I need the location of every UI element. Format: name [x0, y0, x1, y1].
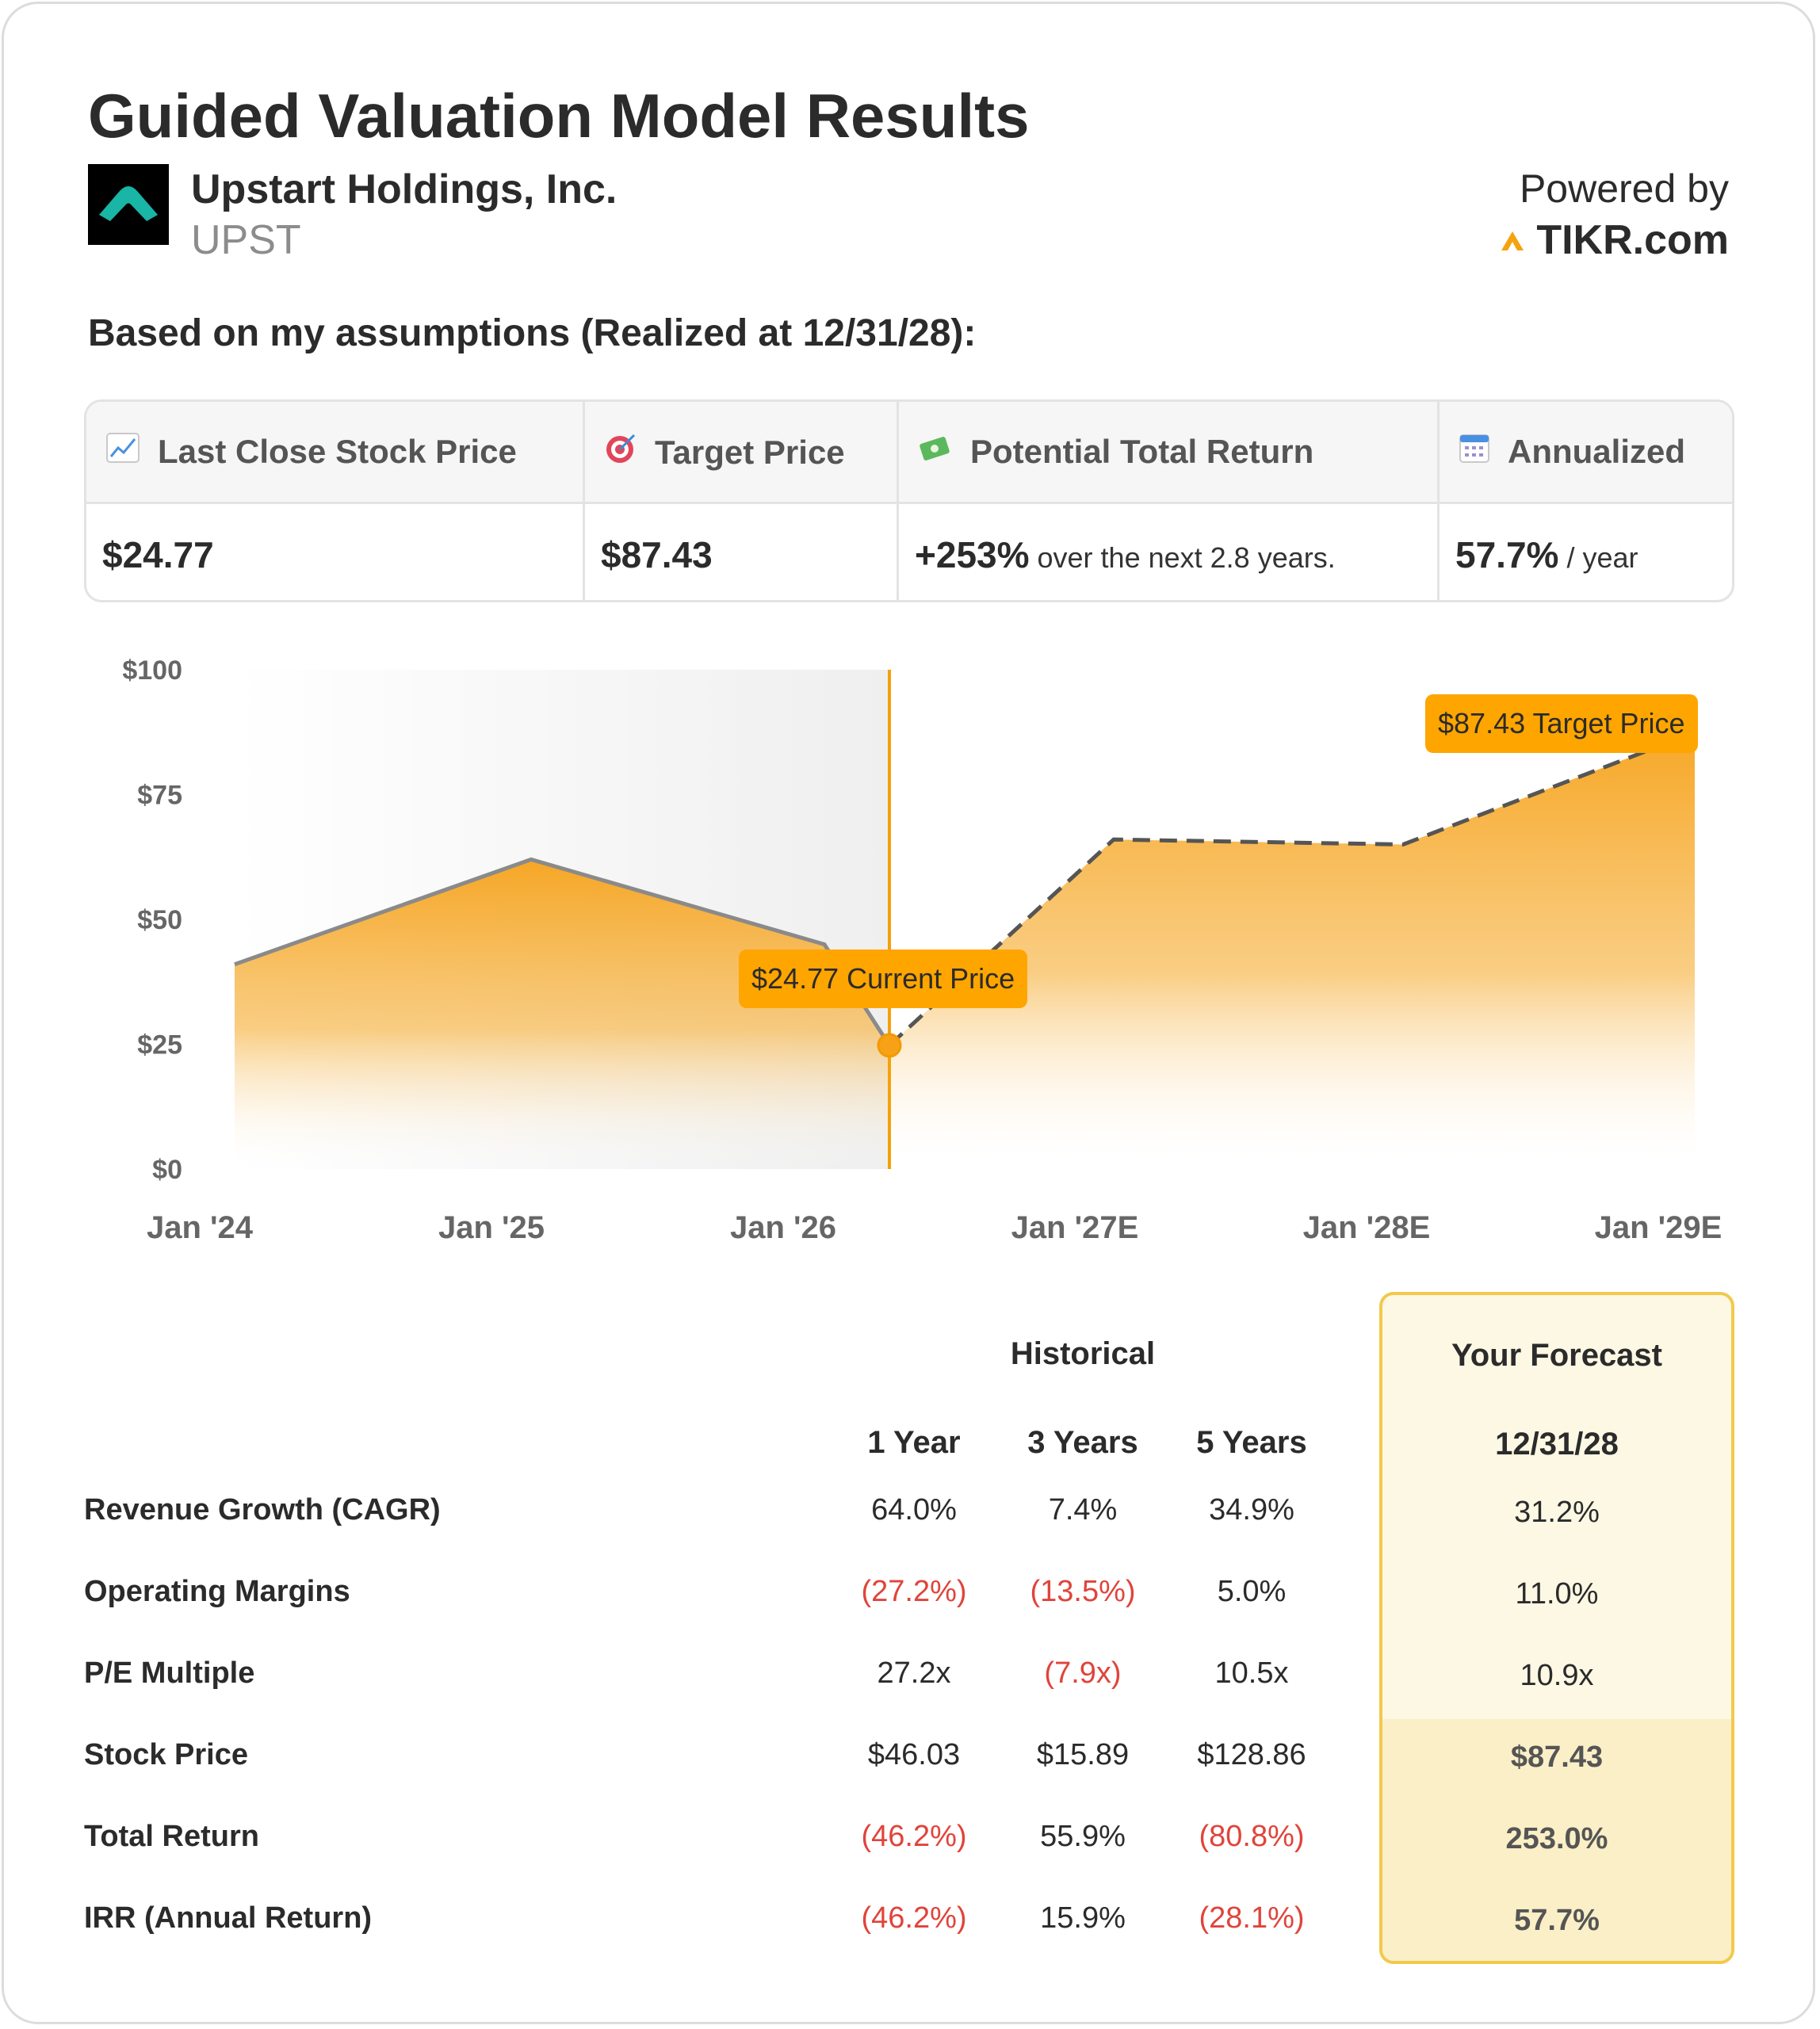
- table-cell: $46.03: [867, 1738, 961, 1771]
- current-price-marker[interactable]: [877, 1033, 902, 1058]
- return-note: over the next 2.8 years.: [1037, 541, 1336, 574]
- y-tick-label: $0: [152, 1155, 182, 1185]
- annualized-value: 57.7%: [1455, 534, 1559, 575]
- target-icon: [604, 432, 637, 473]
- x-tick-label: Jan '29E: [1595, 1210, 1722, 1245]
- last-close-label: Last Close Stock Price: [158, 433, 517, 470]
- col-header-1y: 1 Year: [867, 1425, 961, 1460]
- forecast-cell: 11.0%: [1515, 1577, 1599, 1611]
- col-header-forecast-date: 12/31/28: [1495, 1427, 1619, 1462]
- table-cell: (46.2%): [861, 1901, 967, 1935]
- target-price-callout: $87.43 Target Price: [1425, 694, 1698, 753]
- table-cell: 7.4%: [1048, 1493, 1118, 1527]
- return-label: Potential Total Return: [970, 433, 1314, 470]
- forecast-highlight: [1382, 1719, 1731, 1961]
- tikr-logo-icon: [1500, 228, 1525, 252]
- forecast-column-box: [1379, 1292, 1734, 1964]
- annualized-label: Annualized: [1508, 433, 1686, 470]
- table-cell: 5.0%: [1217, 1575, 1287, 1608]
- row-label: Revenue Growth (CAGR): [84, 1493, 441, 1527]
- y-tick-label: $50: [137, 905, 182, 935]
- forecast-cell: $87.43: [1510, 1741, 1604, 1774]
- x-tick-label: Jan '27E: [1011, 1210, 1139, 1245]
- row-label: P/E Multiple: [84, 1656, 255, 1690]
- table-cell: 15.9%: [1040, 1901, 1126, 1935]
- forecast-cell: 253.0%: [1505, 1822, 1608, 1855]
- table-cell: $128.86: [1197, 1738, 1306, 1771]
- table-cell: $15.89: [1036, 1738, 1130, 1771]
- summary-header-row: [86, 402, 1732, 504]
- historical-header: Historical: [1010, 1336, 1156, 1371]
- current-price-callout: $24.77 Current Price: [739, 950, 1028, 1008]
- summary-table: Last Close Stock Price $24.77 Target Pri…: [84, 399, 1734, 602]
- powered-by-label: Powered by: [1519, 166, 1729, 211]
- company-name: Upstart Holdings, Inc.: [191, 166, 618, 212]
- table-cell: 27.2x: [877, 1656, 951, 1690]
- assumptions-line: Based on my assumptions (Realized at 12/…: [88, 312, 977, 354]
- summary-annualized: Annualized 57.7% / year: [1437, 402, 1732, 600]
- table-cell: 34.9%: [1209, 1493, 1294, 1527]
- table-cell: 64.0%: [871, 1493, 957, 1527]
- summary-target: Target Price $87.43: [583, 402, 897, 600]
- table-cell: (80.8%): [1199, 1820, 1305, 1853]
- table-cell: (27.2%): [861, 1575, 967, 1608]
- y-tick-label: $25: [137, 1030, 182, 1060]
- last-close-value: $24.77: [102, 534, 214, 575]
- x-tick-label: Jan '24: [147, 1210, 254, 1245]
- row-label: Operating Margins: [84, 1575, 350, 1608]
- col-header-5y: 5 Years: [1196, 1425, 1307, 1460]
- brand-name: TIKR.com: [1536, 217, 1729, 263]
- page-title: Guided Valuation Model Results: [88, 81, 1030, 151]
- col-header-3y: 3 Years: [1027, 1425, 1138, 1460]
- summary-last-close: Last Close Stock Price $24.77: [86, 402, 583, 600]
- return-value: +253%: [915, 534, 1030, 575]
- y-tick-label: $100: [122, 655, 182, 686]
- forecast-cell: 10.9x: [1520, 1659, 1594, 1692]
- x-tick-label: Jan '26: [730, 1210, 836, 1245]
- brand-link[interactable]: TIKR.com: [1500, 216, 1729, 264]
- target-label: Target Price: [655, 434, 845, 471]
- x-tick-label: Jan '28E: [1303, 1210, 1431, 1245]
- company-logo: [88, 164, 169, 245]
- forecast-area: [889, 732, 1695, 1169]
- table-cell: 10.5x: [1214, 1656, 1289, 1690]
- annualized-note: / year: [1566, 541, 1638, 574]
- x-tick-label: Jan '25: [438, 1210, 545, 1245]
- table-cell: (28.1%): [1199, 1901, 1305, 1935]
- row-label: IRR (Annual Return): [84, 1901, 373, 1935]
- y-tick-label: $75: [137, 781, 182, 811]
- table-cell: (13.5%): [1030, 1575, 1136, 1608]
- historical-area: [235, 859, 889, 1169]
- table-cell: (46.2%): [861, 1820, 967, 1853]
- target-value: $87.43: [601, 534, 713, 575]
- forecast-cell: 57.7%: [1514, 1904, 1600, 1937]
- calendar-icon: [1459, 432, 1490, 472]
- ticker-symbol: UPST: [191, 217, 301, 263]
- forecast-header: Your Forecast: [1451, 1338, 1662, 1373]
- price-chart: $0 $25 $50 $75 $100 Jan '24 Jan '25 Jan '26 Jan…: [122, 655, 1722, 1245]
- chart-trend-icon: [105, 432, 140, 472]
- table-cell: 55.9%: [1040, 1820, 1126, 1853]
- money-icon: [918, 432, 953, 472]
- forecast-cell: 31.2%: [1514, 1496, 1600, 1529]
- table-cell: (7.9x): [1044, 1656, 1122, 1690]
- summary-return: Potential Total Return +253% over the nex…: [897, 402, 1437, 600]
- row-label: Total Return: [84, 1820, 259, 1853]
- row-label: Stock Price: [84, 1738, 248, 1771]
